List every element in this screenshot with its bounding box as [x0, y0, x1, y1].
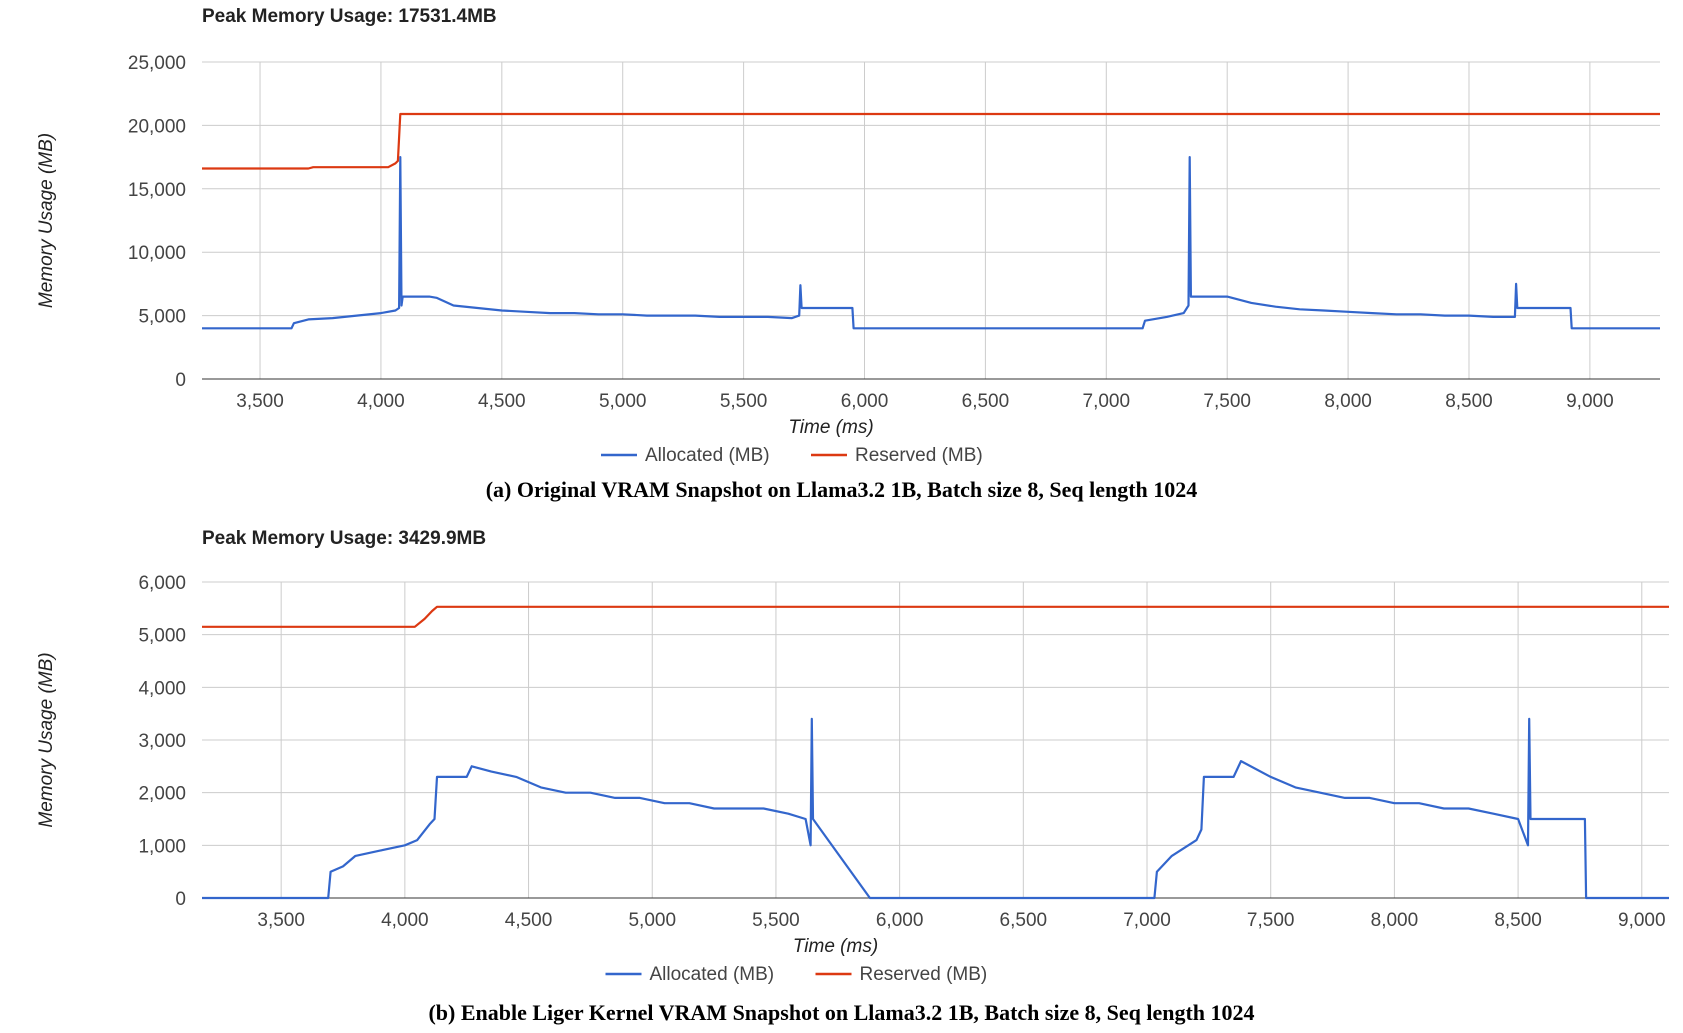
x-tick-label: 7,500: [1247, 910, 1295, 931]
figure-caption: (b) Enable Liger Kernel VRAM Snapshot on…: [428, 1000, 1255, 1025]
chart-panel-b: Peak Memory Usage: 3429.9MB 0 1,000 2,000 3…: [0, 520, 1683, 1033]
x-tick-label: 5,500: [752, 910, 800, 931]
y-tick-label: 5,000: [138, 307, 186, 328]
y-tick-label: 0: [175, 889, 186, 910]
allocated-series-line: [202, 156, 1660, 330]
x-tick-label: 8,000: [1371, 910, 1419, 931]
x-tick-label: 6,500: [1000, 910, 1048, 931]
y-tick-label: 4,000: [138, 678, 186, 699]
x-tick-label: 9,000: [1566, 391, 1614, 412]
x-tick-label: 4,500: [505, 910, 553, 931]
y-tick-label: 20,000: [128, 116, 186, 137]
peak-memory-title: Peak Memory Usage: 17531.4MB: [202, 6, 497, 27]
x-tick-label: 6,500: [962, 391, 1010, 412]
x-axis-title: Time (ms): [793, 936, 878, 957]
reserved-series-line: [202, 605, 1669, 628]
y-tick-label: 1,000: [138, 836, 186, 857]
x-tick-label: 5,000: [628, 910, 676, 931]
x-tick-label: 5,000: [599, 391, 647, 412]
chart-panel-a: Peak Memory Usage: 17531.4MB 0 5,000 10,00…: [36, 6, 1660, 502]
x-tick-label: 6,000: [841, 391, 889, 412]
x-tick-label: 9,000: [1618, 910, 1666, 931]
x-tick-label: 4,000: [357, 391, 405, 412]
y-tick-label: 2,000: [138, 784, 186, 805]
x-tick-label: 3,500: [257, 910, 305, 931]
y-tick-label: 0: [175, 370, 186, 391]
x-axis-title: Time (ms): [788, 417, 873, 438]
figure-caption: (a) Original VRAM Snapshot on Llama3.2 1…: [485, 477, 1198, 502]
x-tick-label: 5,500: [720, 391, 768, 412]
x-tick-label: 7,000: [1123, 910, 1171, 931]
x-tick-label: 8,500: [1494, 910, 1542, 931]
legend-label: Reserved (MB): [855, 445, 983, 466]
y-axis-title: Memory Usage (MB): [36, 652, 57, 827]
y-axis-title: Memory Usage (MB): [36, 133, 57, 308]
x-tick-label: 7,000: [1083, 391, 1131, 412]
y-tick-label: 5,000: [138, 626, 186, 647]
x-tick-label: 4,000: [381, 910, 429, 931]
x-tick-label: 4,500: [478, 391, 526, 412]
x-tick-label: 8,500: [1445, 391, 1493, 412]
y-tick-label: 10,000: [128, 243, 186, 264]
x-tick-label: 8,000: [1324, 391, 1372, 412]
memory-chart-a: 0 5,000 10,000 15,000 20,000 25,000 3,500 4,000…: [36, 53, 1660, 466]
memory-chart-b: 0 1,000 2,000 3,000 4,000 5,000 6,000 3,500 4,00…: [36, 573, 1669, 985]
x-tick-label: 6,000: [876, 910, 924, 931]
y-tick-label: 25,000: [128, 53, 186, 74]
reserved-series-line: [202, 112, 1660, 170]
y-tick-label: 3,000: [138, 731, 186, 752]
y-tick-label: 6,000: [138, 573, 186, 594]
y-tick-label: 15,000: [128, 180, 186, 201]
x-tick-label: 3,500: [236, 391, 284, 412]
peak-memory-title: Peak Memory Usage: 3429.9MB: [202, 528, 487, 549]
allocated-series-line: [202, 717, 1669, 900]
legend-label: Allocated (MB): [650, 964, 775, 985]
legend-label: Allocated (MB): [645, 445, 770, 466]
legend-label: Reserved (MB): [860, 964, 988, 985]
x-tick-label: 7,500: [1203, 391, 1251, 412]
